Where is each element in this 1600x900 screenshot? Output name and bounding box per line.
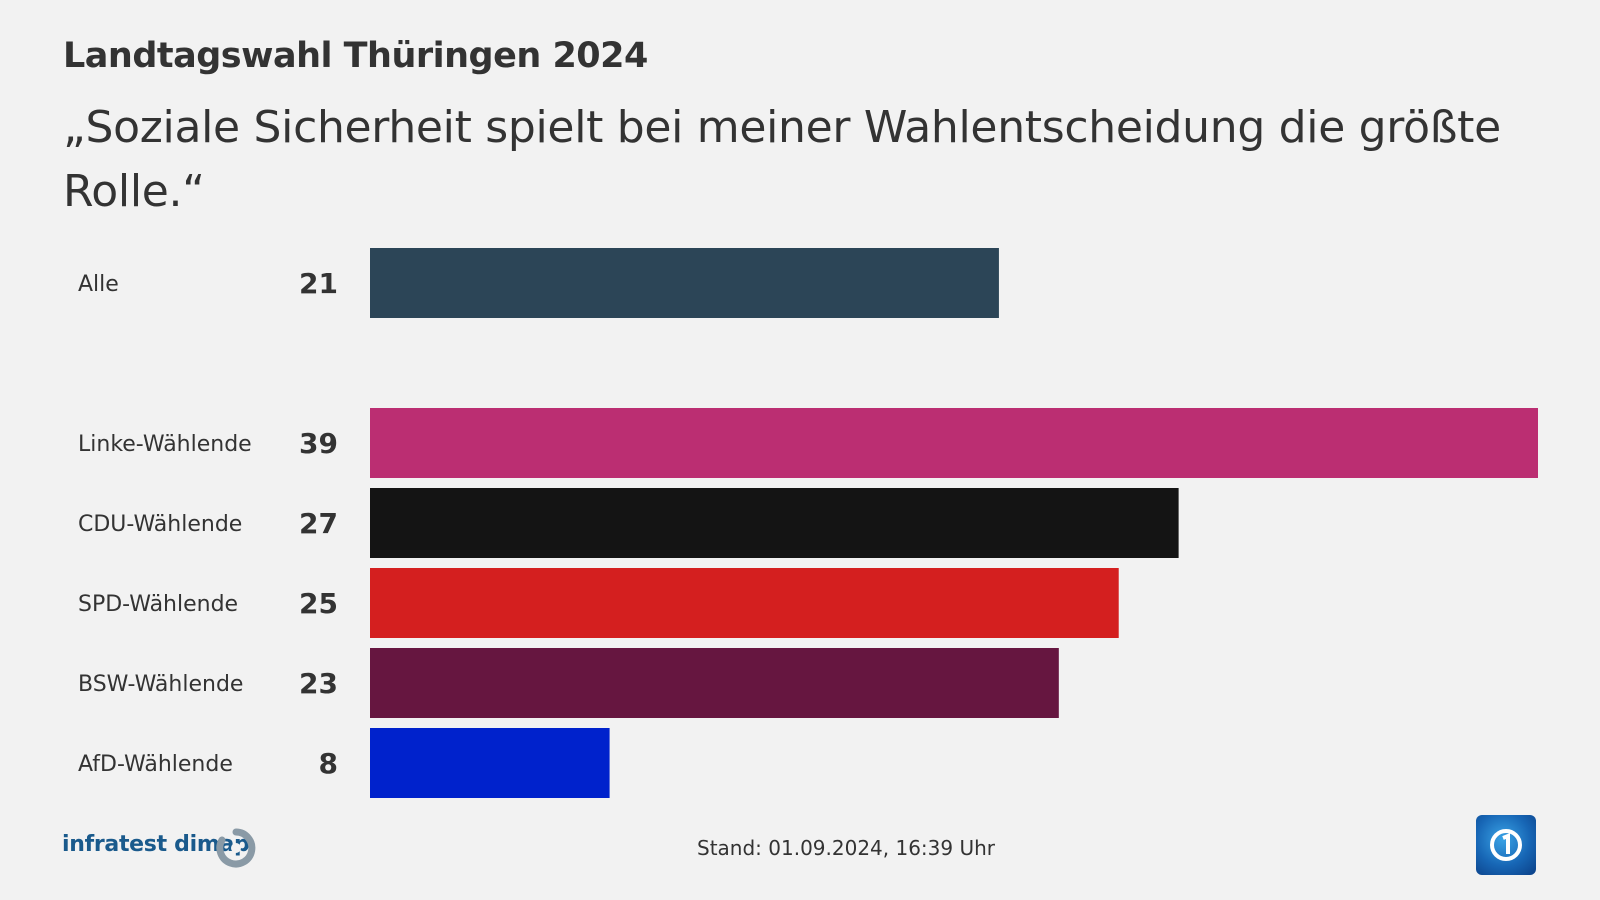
chart-subtitle: „Soziale Sicherheit spielt bei meiner Wa… bbox=[63, 102, 1501, 217]
value-label: 39 bbox=[299, 427, 338, 460]
category-label: SPD-Wählende bbox=[78, 592, 238, 617]
infratest-dimap-logo-icon bbox=[216, 828, 256, 868]
category-label: AfD-Wählende bbox=[78, 752, 233, 777]
value-label: 27 bbox=[299, 507, 338, 540]
value-label: 23 bbox=[299, 667, 338, 700]
bar bbox=[370, 248, 999, 318]
bar bbox=[370, 408, 1538, 478]
value-label: 25 bbox=[299, 587, 338, 620]
chart-title: Landtagswahl Thüringen 2024 bbox=[63, 36, 648, 76]
category-label: Alle bbox=[78, 272, 119, 297]
bar bbox=[370, 488, 1179, 558]
tagesschau-logo-icon bbox=[1476, 815, 1536, 875]
bar bbox=[370, 648, 1059, 718]
value-label: 21 bbox=[299, 267, 338, 300]
category-label: BSW-Wählende bbox=[78, 672, 243, 697]
category-label: Linke-Wählende bbox=[78, 432, 252, 457]
value-label: 8 bbox=[319, 747, 338, 780]
timestamp: Stand: 01.09.2024, 16:39 Uhr bbox=[697, 836, 996, 860]
bar bbox=[370, 728, 610, 798]
bar bbox=[370, 568, 1119, 638]
category-label: CDU-Wählende bbox=[78, 512, 242, 537]
